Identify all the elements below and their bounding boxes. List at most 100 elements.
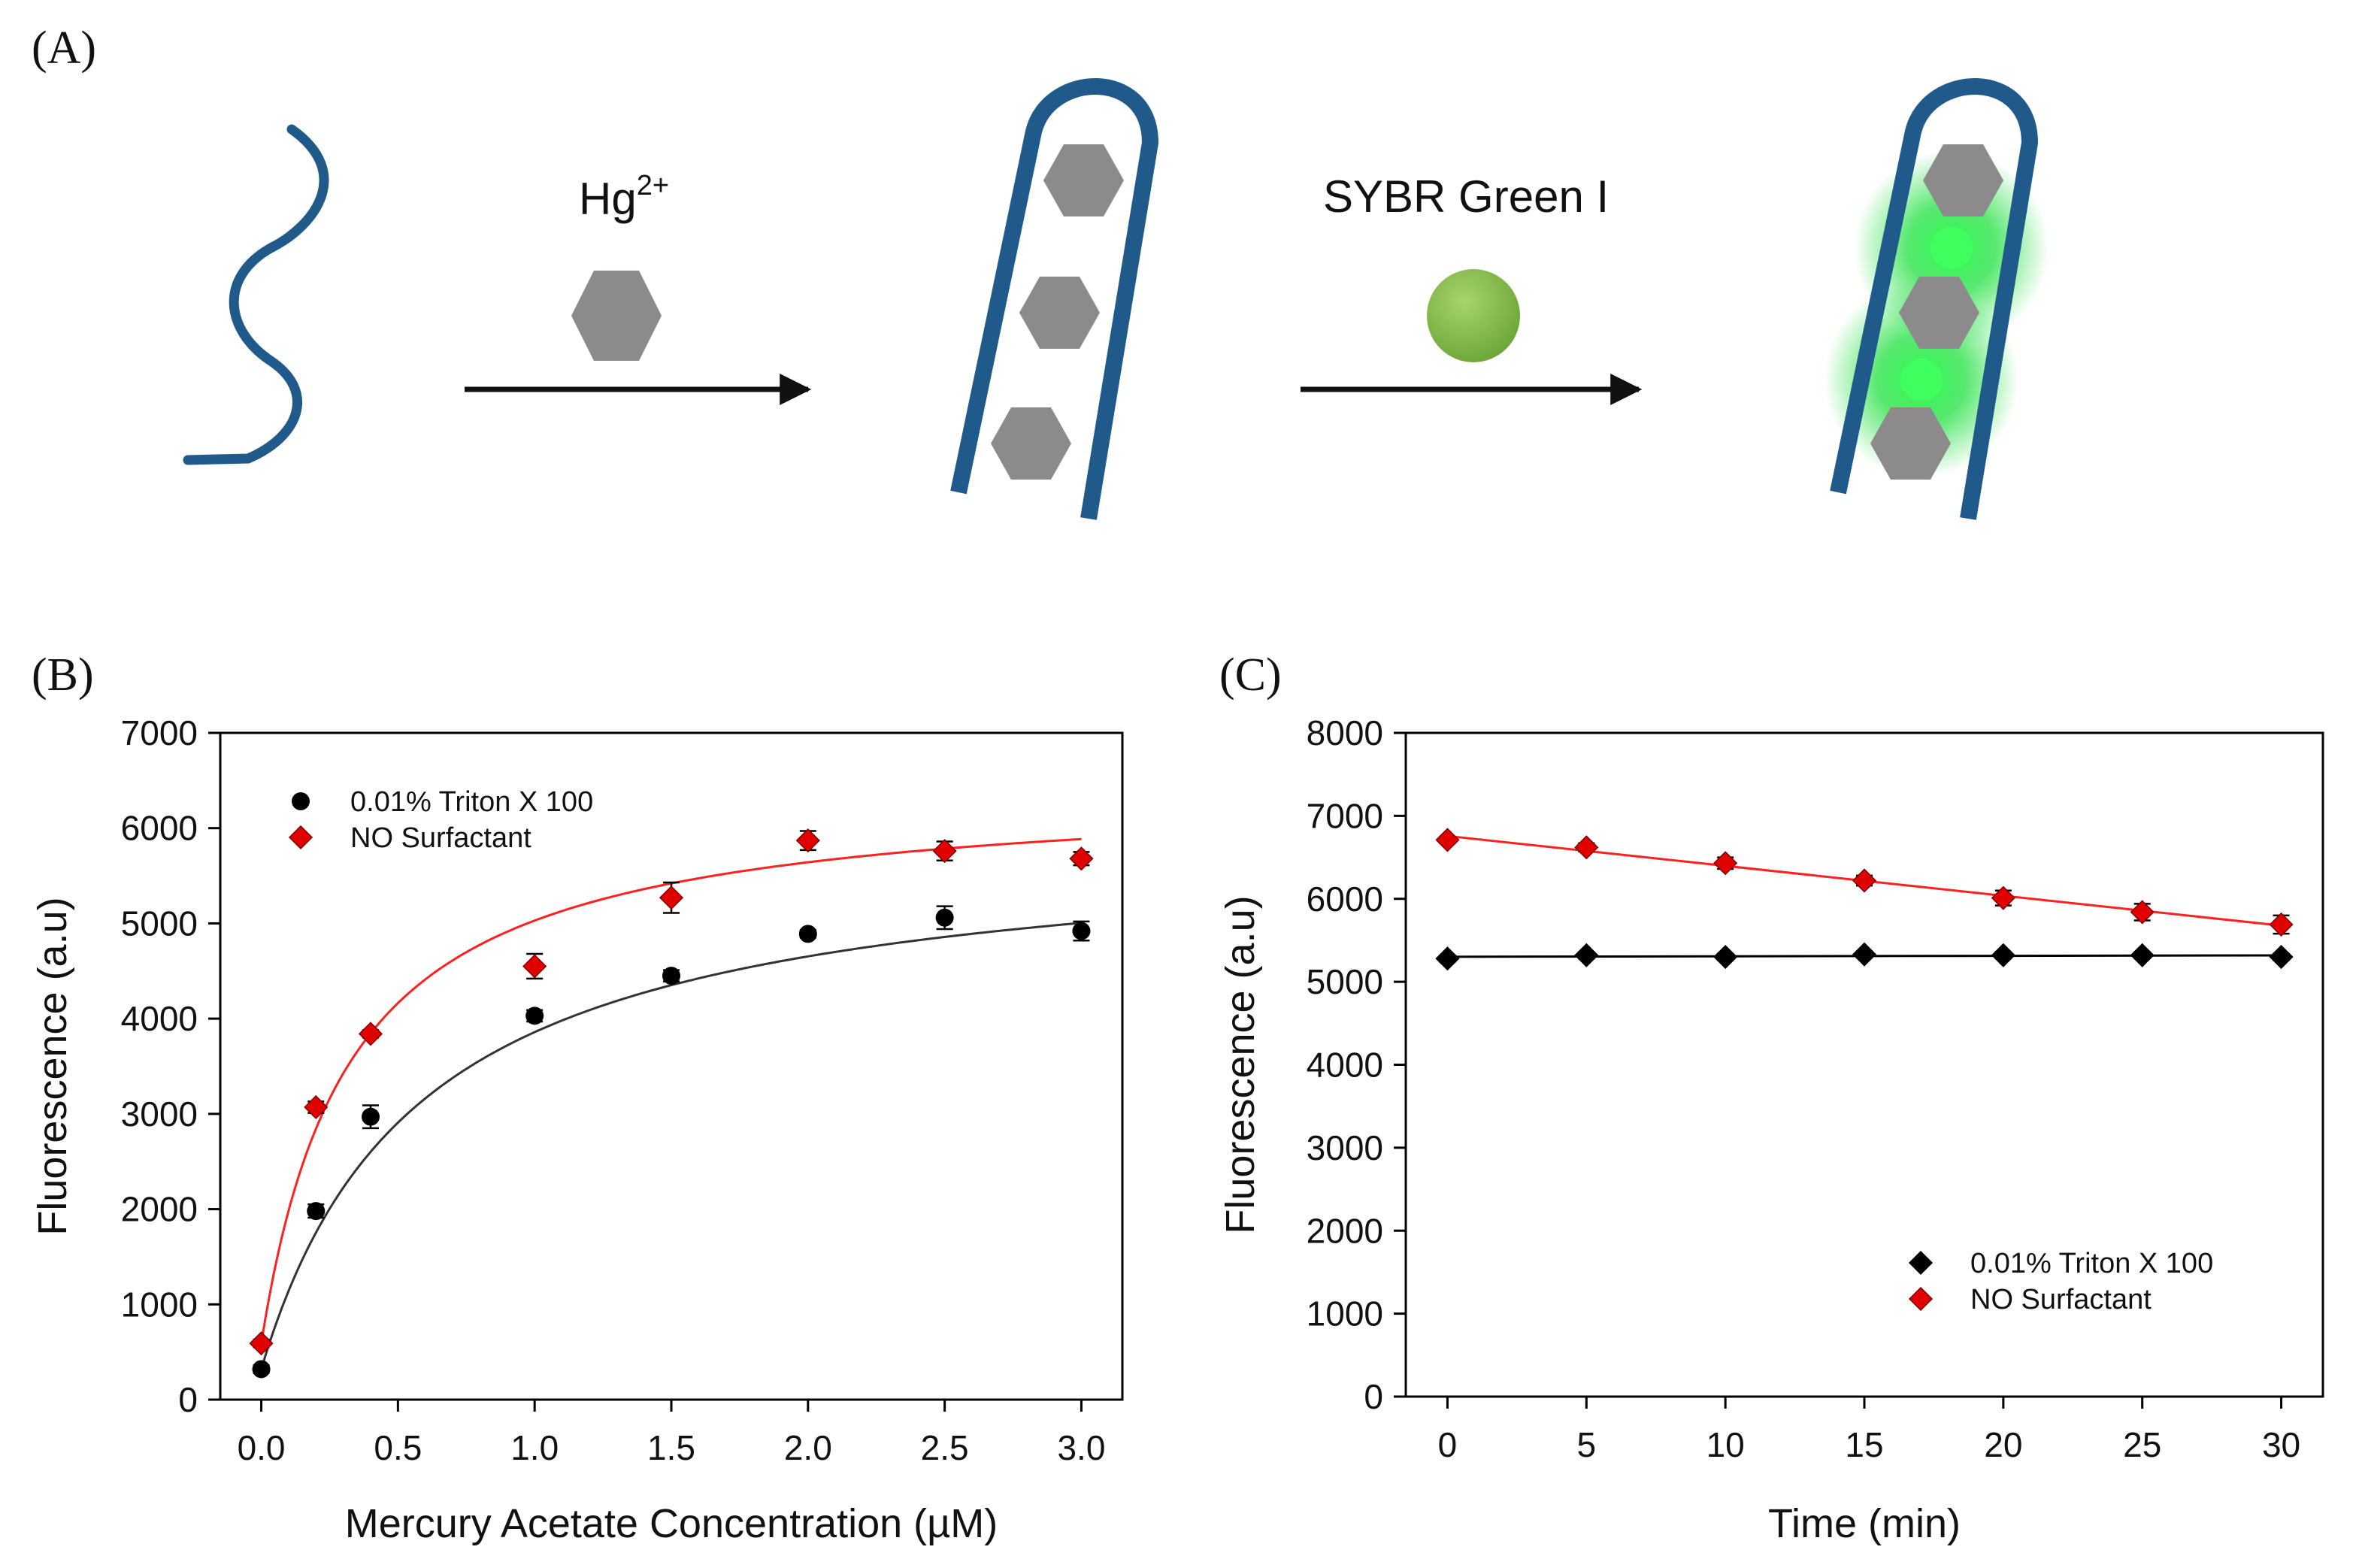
series-1	[1435, 828, 2294, 937]
hg-ion-icon	[991, 407, 1071, 480]
x-tick-label: 3.0	[1057, 1428, 1105, 1467]
data-point	[292, 792, 310, 810]
hairpin-dna-hg	[950, 78, 1159, 520]
y-tick-label: 7000	[121, 713, 198, 752]
data-point	[1069, 846, 1094, 871]
data-point	[935, 908, 954, 927]
y-tick-label: 2000	[1307, 1211, 1383, 1250]
x-tick-label: 5	[1577, 1425, 1597, 1464]
data-point	[307, 1202, 326, 1221]
legend-label: 0.01% Triton X 100	[350, 786, 593, 818]
hg-ion-icon	[1870, 407, 1951, 480]
y-tick-label: 2000	[121, 1190, 198, 1229]
hg-ion-icon	[1923, 144, 2003, 216]
x-tick-label: 0.5	[374, 1428, 422, 1467]
data-point	[1713, 851, 1738, 876]
data-point	[2269, 912, 2294, 937]
x-tick-label: 20	[1984, 1425, 2022, 1464]
data-point	[1908, 1250, 1934, 1276]
hg-ion-icon	[571, 271, 662, 361]
step1-label: Hg2+	[579, 170, 669, 224]
data-point	[1991, 943, 2015, 967]
x-axis-label: Mercury Acetate Concentration (µM)	[345, 1501, 998, 1546]
panel-label-c: (C)	[1219, 649, 1282, 701]
hairpin-dna-hg-sybr	[1824, 78, 2049, 520]
legend: 0.01% Triton X 100 NO Surfactant	[288, 786, 593, 854]
y-tick-label: 1000	[1307, 1294, 1383, 1333]
data-point	[1991, 885, 2015, 910]
sybr-core	[1900, 359, 1943, 401]
sybr-dye-icon	[1427, 269, 1520, 362]
x-tick-label: 1.5	[647, 1428, 695, 1467]
chart-c: 0 5 10 15 20 25 30 0 1000 2000 3000 4000 5000 6000 700…	[1218, 713, 2324, 1546]
data-point	[358, 1022, 383, 1046]
data-point	[795, 828, 820, 853]
data-point	[2130, 943, 2155, 967]
plot-frame	[1404, 731, 2324, 1398]
data-point	[288, 825, 313, 850]
hg-ion-icon	[1043, 144, 1124, 216]
data-point	[1435, 828, 1460, 852]
hg-ion-icon	[1019, 277, 1100, 349]
data-point	[362, 1107, 380, 1126]
series-0	[1435, 942, 2294, 971]
y-tick-label: 4000	[1307, 1046, 1383, 1085]
data-point	[1713, 944, 1738, 970]
hg-ion-icon	[1899, 277, 1979, 349]
data-point	[1574, 943, 1599, 967]
y-tick-label: 6000	[1307, 879, 1383, 919]
series-0	[252, 905, 1091, 1379]
legend: 0.01% Triton X 100 NO Surfactant	[1908, 1248, 2213, 1315]
y-tick-label: 8000	[1307, 713, 1383, 752]
y-axis-label: Fluorescence (a.u)	[1218, 895, 1263, 1234]
x-tick-label: 10	[1706, 1425, 1745, 1464]
data-point	[525, 1006, 544, 1025]
legend-label: 0.01% Triton X 100	[1970, 1248, 2213, 1279]
data-point	[252, 1360, 271, 1379]
x-tick-label: 30	[2262, 1425, 2300, 1464]
data-point	[1852, 942, 1877, 967]
data-point	[249, 1331, 274, 1356]
y-tick-label: 0	[178, 1380, 198, 1419]
y-tick-label: 7000	[1307, 796, 1383, 835]
fit-line	[260, 837, 1082, 1344]
legend-label: NO Surfactant	[1970, 1284, 2152, 1315]
data-point	[1574, 835, 1599, 860]
step2-label: SYBR Green I	[1323, 171, 1609, 222]
data-point	[659, 885, 684, 910]
y-axis-label: Fluorescence (a.u)	[30, 897, 75, 1235]
ssdna-strand	[183, 124, 329, 465]
x-tick-label: 0.0	[238, 1428, 286, 1467]
panel-label-a: (A)	[32, 23, 96, 74]
y-tick-label: 5000	[121, 904, 198, 943]
y-tick-label: 0	[1364, 1377, 1383, 1416]
y-tick-label: 1000	[121, 1285, 198, 1324]
legend-label: NO Surfactant	[350, 822, 531, 854]
data-point	[662, 967, 680, 985]
y-tick-label: 5000	[1307, 962, 1383, 1001]
data-point	[304, 1094, 329, 1120]
y-tick-label: 6000	[121, 809, 198, 848]
y-tick-label: 4000	[121, 999, 198, 1038]
panel-label-b: (B)	[32, 649, 94, 701]
x-tick-label: 1.0	[510, 1428, 559, 1467]
x-tick-label: 25	[2123, 1425, 2161, 1464]
series-1	[249, 828, 1094, 1356]
data-point	[1072, 922, 1091, 940]
data-point	[1852, 868, 1877, 893]
y-tick-label: 3000	[121, 1094, 198, 1134]
data-point	[2269, 944, 2294, 970]
x-tick-label: 2.5	[921, 1428, 969, 1467]
x-axis-label: Time (min)	[1768, 1501, 1961, 1546]
data-point	[1435, 946, 1460, 971]
x-tick-label: 0	[1438, 1425, 1458, 1464]
data-point	[522, 954, 547, 979]
fit-line	[260, 922, 1082, 1370]
data-point	[932, 839, 957, 864]
data-point	[798, 925, 817, 943]
y-tick-label: 3000	[1307, 1128, 1383, 1167]
data-point	[1908, 1286, 1934, 1312]
x-tick-label: 15	[1845, 1425, 1883, 1464]
data-point	[2130, 900, 2155, 925]
sybr-core	[1931, 227, 1973, 269]
